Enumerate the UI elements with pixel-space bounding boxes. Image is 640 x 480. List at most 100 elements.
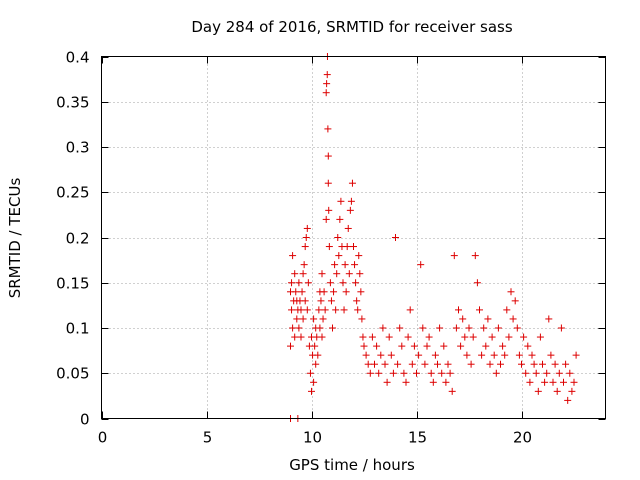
data-point — [522, 369, 530, 377]
data-point — [452, 324, 460, 332]
data-point — [534, 387, 542, 395]
data-point — [362, 351, 370, 359]
data-point — [291, 333, 299, 341]
data-point — [459, 315, 467, 323]
data-point — [549, 378, 557, 386]
data-point — [293, 315, 301, 323]
data-point — [448, 387, 456, 395]
data-point — [333, 270, 341, 278]
data-point — [306, 369, 314, 377]
data-point — [310, 315, 318, 323]
data-point — [528, 351, 536, 359]
data-point — [345, 270, 353, 278]
data-point — [334, 234, 342, 241]
data-point — [325, 206, 333, 214]
data-point — [295, 279, 303, 287]
data-point — [423, 342, 431, 350]
data-point — [446, 369, 454, 377]
data-point — [417, 261, 425, 269]
data-point — [515, 351, 523, 359]
data-point — [352, 279, 360, 287]
data-point — [520, 333, 528, 341]
data-point — [287, 342, 294, 350]
data-point — [353, 297, 361, 305]
data-point — [332, 306, 340, 314]
data-point — [387, 351, 395, 359]
data-point — [444, 360, 452, 368]
data-point — [410, 342, 418, 350]
data-point — [507, 288, 515, 296]
data-point — [545, 315, 553, 323]
x-tick-label: 0 — [98, 429, 108, 447]
grid-layer — [101, 56, 606, 419]
data-point — [482, 342, 490, 350]
data-point — [318, 270, 326, 278]
data-point — [377, 351, 385, 359]
data-point — [560, 378, 567, 386]
data-point — [288, 306, 296, 314]
data-point — [400, 369, 408, 377]
y-tick-label: 0.25 — [56, 184, 89, 202]
data-point — [318, 333, 326, 341]
data-point — [461, 333, 469, 341]
data-point — [383, 378, 391, 386]
data-point — [486, 360, 494, 368]
data-point — [392, 234, 399, 241]
data-point — [402, 378, 410, 386]
data-point — [381, 360, 389, 368]
data-point — [357, 288, 365, 296]
data-point — [431, 351, 439, 359]
data-point — [351, 261, 359, 269]
data-point — [359, 333, 367, 341]
data-point — [488, 333, 496, 341]
data-point — [478, 351, 486, 359]
data-point — [568, 387, 576, 395]
data-point — [348, 179, 356, 187]
data-point — [463, 351, 471, 359]
data-point — [316, 324, 324, 332]
data-point — [505, 333, 513, 341]
data-point — [347, 197, 355, 205]
data-point — [325, 243, 333, 251]
data-point — [536, 333, 544, 341]
data-point — [373, 342, 381, 350]
data-point — [555, 369, 563, 377]
data-point — [375, 369, 383, 377]
data-point — [518, 360, 525, 368]
data-point — [297, 333, 305, 341]
data-point — [303, 306, 311, 314]
y-tick-label: 0.15 — [56, 275, 89, 293]
data-point — [572, 351, 580, 359]
data-point — [396, 324, 404, 332]
data-point — [340, 306, 348, 314]
data-point — [324, 179, 332, 187]
data-point — [314, 351, 322, 359]
data-point — [497, 360, 504, 368]
data-point — [473, 279, 481, 287]
x-tick-labels: 0 5 10 15 20 — [98, 429, 532, 447]
data-point — [299, 270, 307, 278]
data-point — [366, 369, 374, 377]
data-point — [450, 252, 458, 260]
data-point — [499, 342, 507, 350]
data-point — [342, 288, 350, 296]
data-point — [320, 288, 328, 296]
chart-title: Day 284 of 2016, SRMTID for receiver sas… — [191, 18, 512, 36]
data-point — [308, 387, 315, 395]
data-point — [329, 324, 336, 332]
data-point — [501, 351, 509, 359]
data-point — [355, 252, 363, 260]
data-point — [379, 324, 387, 332]
data-point — [319, 315, 327, 323]
data-point — [322, 89, 330, 97]
data-point — [324, 125, 332, 133]
y-tick-label: 0.35 — [56, 94, 89, 112]
data-point — [539, 360, 546, 368]
data-point — [413, 369, 420, 377]
data-point — [465, 324, 473, 332]
data-point — [408, 360, 416, 368]
data-point — [317, 297, 325, 305]
data-point — [566, 369, 574, 377]
data-point — [311, 342, 319, 350]
y-tick-label: 0 — [80, 411, 90, 429]
